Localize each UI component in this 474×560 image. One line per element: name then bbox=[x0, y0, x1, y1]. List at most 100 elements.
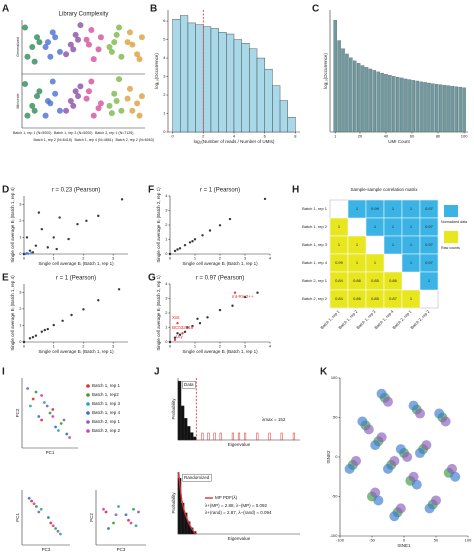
point bbox=[373, 495, 384, 506]
point bbox=[178, 333, 182, 336]
point bbox=[402, 452, 413, 462]
point bbox=[29, 44, 36, 50]
point bbox=[59, 422, 63, 425]
point bbox=[117, 505, 120, 508]
annotation-box bbox=[182, 473, 212, 482]
point bbox=[29, 102, 36, 109]
x-tick-label: 1 bbox=[194, 256, 197, 261]
bar bbox=[403, 78, 408, 133]
x-tick-label: 80 bbox=[436, 134, 441, 139]
point bbox=[124, 95, 131, 102]
point bbox=[27, 252, 30, 255]
point bbox=[26, 387, 29, 390]
point bbox=[52, 323, 55, 327]
point bbox=[118, 53, 125, 60]
point bbox=[49, 78, 56, 85]
bar bbox=[395, 76, 400, 133]
annotation: λ+(MP) = 2.88, λ−(MP) = 0.092 bbox=[205, 503, 268, 508]
bar bbox=[226, 33, 235, 133]
point bbox=[40, 418, 43, 422]
x-tick-label: 2 bbox=[202, 134, 205, 139]
point bbox=[389, 511, 400, 522]
annotation: Uty bbox=[176, 334, 184, 339]
point bbox=[85, 41, 92, 48]
y-tick-label: 2 bbox=[19, 218, 22, 223]
point bbox=[70, 102, 77, 109]
point bbox=[65, 432, 69, 436]
point bbox=[25, 236, 29, 239]
x-tick-label: 60 bbox=[410, 134, 415, 139]
cell-label: 1 bbox=[338, 242, 341, 247]
point bbox=[256, 291, 259, 294]
point bbox=[111, 90, 118, 97]
point bbox=[218, 224, 222, 227]
bar bbox=[415, 80, 419, 133]
cell-label: 0.87 bbox=[389, 296, 398, 301]
point bbox=[35, 505, 38, 508]
point bbox=[76, 222, 79, 226]
point bbox=[88, 78, 95, 85]
x-tick-label: 0 bbox=[169, 344, 172, 349]
point bbox=[376, 432, 387, 443]
point bbox=[173, 338, 177, 342]
cell-label: 1 bbox=[356, 206, 359, 211]
cell-label: 1 bbox=[356, 242, 359, 247]
outlier bbox=[292, 432, 295, 441]
x-tick-label: 0 bbox=[171, 134, 174, 139]
point bbox=[31, 335, 35, 339]
bar bbox=[183, 418, 188, 441]
bar bbox=[438, 84, 443, 133]
bar bbox=[450, 86, 455, 133]
outlier bbox=[219, 432, 222, 441]
point bbox=[198, 321, 202, 325]
cell-label: 0.84 bbox=[335, 296, 344, 301]
y-tick-label: -100 bbox=[329, 533, 338, 538]
y-axis-label: Probability bbox=[171, 398, 176, 420]
point bbox=[431, 495, 441, 506]
point bbox=[47, 100, 54, 107]
category-label: Batch 1, rep 2 (N=6418) bbox=[34, 138, 72, 142]
point bbox=[104, 510, 108, 514]
bar bbox=[193, 436, 197, 441]
x-tick-label: 1 bbox=[194, 344, 197, 349]
point bbox=[52, 34, 59, 41]
x-axis-label: Single cell average Eᵢ (Batch 1, rep 1) bbox=[38, 349, 114, 354]
cell-label: 1 bbox=[374, 260, 377, 265]
point bbox=[39, 507, 43, 511]
point bbox=[389, 455, 400, 466]
point bbox=[421, 440, 432, 451]
x-tick-label: 40 bbox=[384, 134, 389, 139]
point bbox=[40, 227, 44, 231]
bar bbox=[333, 20, 337, 133]
point bbox=[22, 340, 26, 344]
bar bbox=[368, 68, 373, 133]
point bbox=[31, 58, 38, 65]
outlier bbox=[237, 432, 241, 441]
bar bbox=[407, 79, 412, 133]
chart-title: Library Complexity bbox=[59, 12, 109, 18]
mp-curve bbox=[177, 471, 197, 535]
x-axis-label: Single cell average Eᵢ (Batch 1, rep 1) bbox=[38, 261, 114, 266]
point bbox=[57, 429, 60, 432]
cell-label: 1 bbox=[410, 224, 413, 229]
annotation: λmax = 152 bbox=[262, 417, 286, 422]
point bbox=[134, 51, 141, 58]
y-tick-label: 0 bbox=[335, 454, 338, 459]
legend-label: Batch 2, rep 2 bbox=[92, 428, 121, 433]
bar bbox=[210, 28, 219, 133]
point bbox=[395, 444, 406, 455]
cell-label: 1 bbox=[356, 260, 359, 265]
annotation: Xist bbox=[172, 315, 180, 320]
point bbox=[54, 425, 57, 429]
y-tick-label: 2 bbox=[19, 306, 22, 311]
x-tick-label: 100 bbox=[465, 538, 472, 543]
bar bbox=[195, 24, 204, 133]
legend-swatch bbox=[86, 384, 90, 388]
point bbox=[22, 24, 29, 31]
point bbox=[176, 248, 179, 251]
point bbox=[97, 214, 100, 218]
bar bbox=[399, 77, 404, 133]
point bbox=[191, 240, 194, 243]
point bbox=[51, 524, 55, 528]
